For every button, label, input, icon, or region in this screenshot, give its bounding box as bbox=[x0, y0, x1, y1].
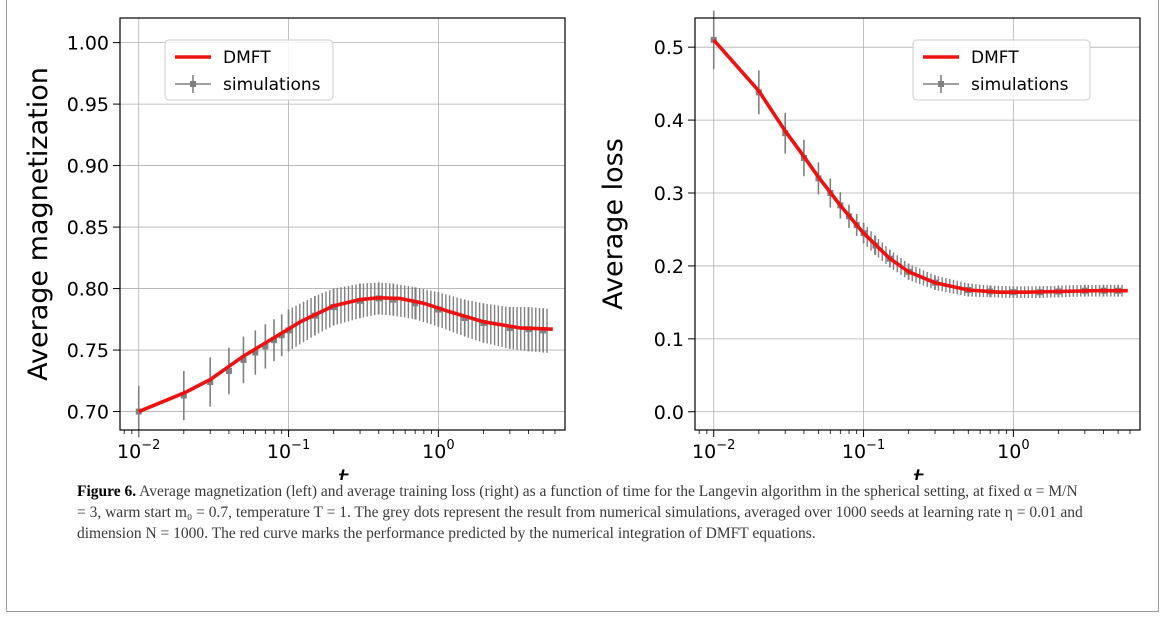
y-axis-label: Average magnetization bbox=[23, 67, 54, 381]
caption-text: Average magnetization (left) and average… bbox=[77, 483, 1083, 542]
y-tick-label: 0.3 bbox=[654, 183, 684, 205]
legend-simulations-label: simulations bbox=[971, 75, 1069, 95]
simulation-point bbox=[252, 349, 259, 356]
simulation-point bbox=[278, 332, 285, 339]
figure-charts: 10−2 10−1 100 0.70 0.75 0.80 0.85 0.90 0.95 1.00 t… bbox=[23, 10, 1141, 480]
y-tick-label: 0.4 bbox=[654, 110, 684, 132]
x-tick-label: 10−1 bbox=[267, 438, 310, 463]
y-tick-label: 0.5 bbox=[654, 37, 684, 59]
legend-simulations-marker bbox=[190, 81, 196, 87]
x-tick-label: 10−2 bbox=[117, 438, 160, 463]
x-axis-label: t bbox=[337, 464, 349, 480]
y-tick-label: 1.00 bbox=[67, 33, 109, 55]
simulation-point bbox=[240, 356, 247, 363]
legend-dmft-label: DMFT bbox=[223, 48, 271, 68]
y-tick-label: 0.2 bbox=[654, 256, 684, 278]
x-tick-label: 10−2 bbox=[692, 438, 735, 463]
legend-box bbox=[164, 39, 334, 101]
y-tick-label: 0.70 bbox=[67, 402, 109, 424]
y-tick-label: 0.1 bbox=[654, 329, 684, 351]
y-tick-label: 0.80 bbox=[67, 279, 109, 301]
x-tick-label: 100 bbox=[422, 438, 454, 463]
simulation-point bbox=[710, 36, 717, 43]
y-tick-label: 0.85 bbox=[67, 217, 109, 239]
y-axis-label: Average loss bbox=[598, 138, 629, 310]
loss-panel: 10−2 10−1 100 0.0 0.1 0.2 0.3 0.4 0.5 t Average lo… bbox=[598, 10, 1141, 480]
legend-simulations-marker bbox=[938, 81, 944, 87]
simulation-point bbox=[262, 343, 269, 350]
y-tick-label: 0.95 bbox=[67, 94, 109, 116]
y-tick-label: 0.90 bbox=[67, 156, 109, 178]
plot-frame bbox=[694, 17, 1141, 431]
legend-box bbox=[912, 39, 1091, 101]
figure-caption: Figure 6. Average magnetization (left) a… bbox=[77, 481, 1087, 544]
legend-dmft-label: DMFT bbox=[971, 48, 1019, 68]
dmft-curve bbox=[712, 38, 1128, 295]
simulation-point bbox=[180, 392, 187, 399]
dmft-curve bbox=[138, 295, 553, 414]
caption-label: Figure 6. bbox=[77, 483, 137, 500]
x-tick-label: 100 bbox=[997, 438, 1029, 463]
x-tick-label: 10−1 bbox=[842, 438, 885, 463]
x-axis-label: t bbox=[912, 464, 924, 480]
magnetization-panel: 10−2 10−1 100 0.70 0.75 0.80 0.85 0.90 0.95 1.00 t… bbox=[23, 17, 566, 480]
simulation-point bbox=[271, 337, 278, 344]
legend-simulations-label: simulations bbox=[223, 75, 321, 95]
y-tick-label: 0.0 bbox=[654, 402, 684, 424]
simulation-point bbox=[207, 379, 214, 386]
y-tick-label: 0.75 bbox=[67, 340, 109, 362]
simulation-point bbox=[225, 367, 232, 374]
figure-frame bbox=[6, 0, 1159, 612]
plot-frame bbox=[119, 17, 566, 431]
